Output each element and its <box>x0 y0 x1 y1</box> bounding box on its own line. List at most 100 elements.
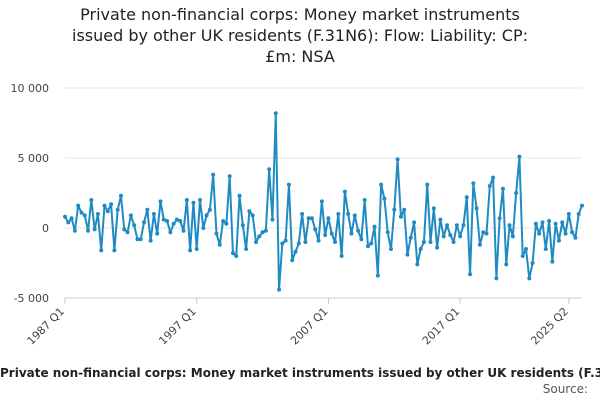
data-point[interactable] <box>570 230 575 235</box>
data-point[interactable] <box>507 223 512 228</box>
data-point[interactable] <box>270 217 275 222</box>
data-point[interactable] <box>500 186 505 191</box>
data-point[interactable] <box>527 276 532 281</box>
data-point[interactable] <box>560 220 565 225</box>
data-point[interactable] <box>389 247 394 251</box>
data-point[interactable] <box>148 238 153 243</box>
data-point[interactable] <box>102 203 107 208</box>
data-point[interactable] <box>260 230 265 235</box>
data-point[interactable] <box>533 221 538 226</box>
data-point[interactable] <box>221 219 226 223</box>
data-point[interactable] <box>537 231 542 236</box>
data-point[interactable] <box>109 202 114 207</box>
data-point[interactable] <box>319 199 324 204</box>
data-point[interactable] <box>237 193 242 198</box>
data-point[interactable] <box>191 200 196 205</box>
data-point[interactable] <box>165 219 170 223</box>
data-point[interactable] <box>188 248 193 253</box>
data-point[interactable] <box>257 234 262 239</box>
data-point[interactable] <box>346 212 351 216</box>
data-point[interactable] <box>398 214 403 219</box>
data-point[interactable] <box>253 240 258 244</box>
data-point[interactable] <box>382 196 387 201</box>
data-point[interactable] <box>543 247 548 251</box>
data-point[interactable] <box>95 212 100 216</box>
data-point[interactable] <box>273 111 278 116</box>
data-point[interactable] <box>556 238 561 243</box>
data-point[interactable] <box>428 240 433 244</box>
data-point[interactable] <box>576 212 581 216</box>
data-point[interactable] <box>444 223 449 228</box>
data-point[interactable] <box>336 212 341 216</box>
data-point[interactable] <box>267 167 272 172</box>
data-point[interactable] <box>283 238 288 243</box>
data-point[interactable] <box>240 223 245 228</box>
data-point[interactable] <box>184 198 189 202</box>
data-point[interactable] <box>435 245 440 250</box>
data-point[interactable] <box>477 242 482 247</box>
data-point[interactable] <box>178 219 183 223</box>
data-point[interactable] <box>303 240 308 244</box>
data-point[interactable] <box>89 198 94 202</box>
data-point[interactable] <box>402 207 407 212</box>
data-point[interactable] <box>484 231 489 236</box>
data-point[interactable] <box>293 249 298 254</box>
data-point[interactable] <box>63 214 67 219</box>
data-point[interactable] <box>379 182 384 187</box>
data-point[interactable] <box>151 212 156 216</box>
data-point[interactable] <box>296 241 301 246</box>
data-point[interactable] <box>563 231 568 236</box>
data-point[interactable] <box>458 234 463 239</box>
data-point[interactable] <box>82 213 87 218</box>
data-point[interactable] <box>333 240 338 244</box>
data-point[interactable] <box>138 237 143 242</box>
data-point[interactable] <box>92 227 97 232</box>
data-point[interactable] <box>540 220 545 225</box>
data-point[interactable] <box>72 228 77 233</box>
data-point[interactable] <box>412 220 417 225</box>
data-point[interactable] <box>464 195 469 200</box>
data-point[interactable] <box>415 262 420 267</box>
data-point[interactable] <box>425 182 430 187</box>
data-point[interactable] <box>316 238 321 243</box>
data-point[interactable] <box>168 230 173 235</box>
data-point[interactable] <box>405 252 410 257</box>
data-point[interactable] <box>421 240 426 244</box>
data-point[interactable] <box>323 233 328 237</box>
data-point[interactable] <box>524 247 529 251</box>
data-point[interactable] <box>547 219 552 223</box>
data-point[interactable] <box>247 209 252 214</box>
data-point[interactable] <box>234 254 239 258</box>
data-point[interactable] <box>217 242 222 247</box>
data-point[interactable] <box>461 223 466 228</box>
data-point[interactable] <box>448 233 453 237</box>
data-point[interactable] <box>530 261 535 265</box>
data-point[interactable] <box>365 244 370 249</box>
chart-legend[interactable]: Private non-financial corps: Money marke… <box>0 365 600 381</box>
data-point[interactable] <box>369 241 374 246</box>
data-point[interactable] <box>128 213 133 218</box>
data-point[interactable] <box>474 206 479 211</box>
data-point[interactable] <box>306 216 311 221</box>
data-point[interactable] <box>66 220 71 225</box>
data-point[interactable] <box>520 254 525 258</box>
data-point[interactable] <box>372 224 377 229</box>
data-point[interactable] <box>418 247 423 251</box>
data-point[interactable] <box>211 172 216 177</box>
data-point[interactable] <box>329 231 334 236</box>
data-point[interactable] <box>454 223 459 228</box>
data-point[interactable] <box>375 273 380 278</box>
data-point[interactable] <box>132 223 137 228</box>
data-point[interactable] <box>326 216 331 221</box>
data-point[interactable] <box>244 247 249 251</box>
data-point[interactable] <box>441 234 446 239</box>
data-point[interactable] <box>171 221 176 226</box>
data-point[interactable] <box>194 247 199 251</box>
data-point[interactable] <box>161 217 166 222</box>
data-point[interactable] <box>352 213 357 218</box>
data-point[interactable] <box>181 228 186 233</box>
data-point[interactable] <box>408 235 413 240</box>
data-point[interactable] <box>342 189 347 194</box>
data-point[interactable] <box>145 207 150 212</box>
data-point[interactable] <box>517 154 522 159</box>
